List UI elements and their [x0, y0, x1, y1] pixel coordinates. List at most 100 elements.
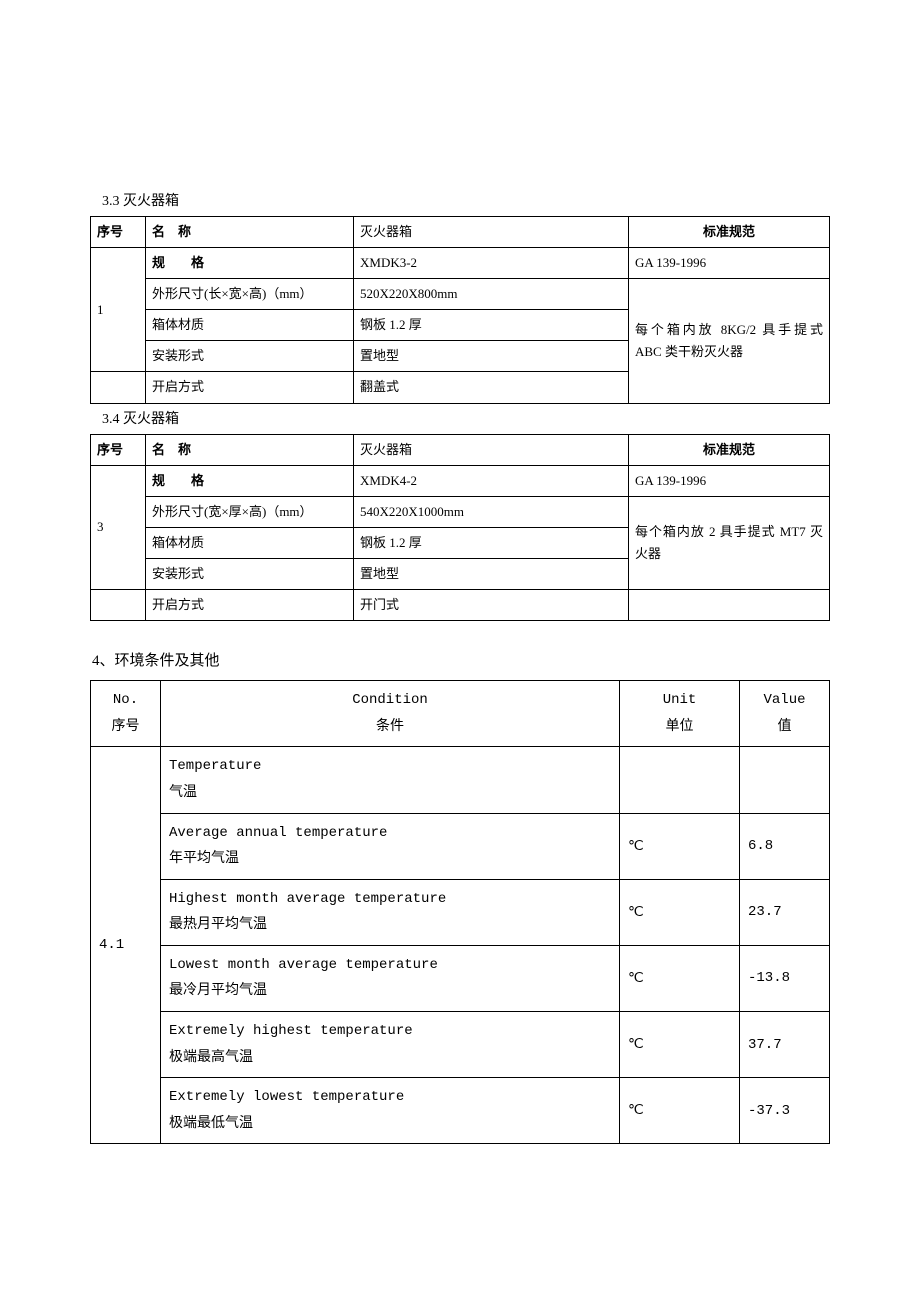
table-row: Extremely highest temperature 极端最高气温 ℃ 3…	[91, 1012, 830, 1078]
header-std: 标准规范	[629, 217, 830, 248]
env-header-cond-en: Condition	[169, 687, 611, 714]
spec-table-3-3: 序号 名 称 灭火器箱 标准规范 1 规 格 XMDK3-2 GA 139-19…	[90, 216, 830, 404]
env-value: -37.3	[740, 1078, 830, 1144]
env-cond-en: Average annual temperature	[169, 820, 611, 847]
env-value	[740, 747, 830, 813]
env-unit	[620, 747, 740, 813]
env-cond-cn: 年平均气温	[169, 846, 611, 873]
spec-value: XMDK3-2	[354, 248, 629, 279]
env-cond: Highest month average temperature 最热月平均气…	[161, 879, 620, 945]
table-row: 4.1 Temperature 气温	[91, 747, 830, 813]
table-row: 外形尺寸(长×宽×高)（mm） 520X220X800mm 每个箱内放 8KG/…	[91, 279, 830, 310]
env-unit: ℃	[620, 813, 740, 879]
table-row: 3 规 格 XMDK4-2 GA 139-1996	[91, 465, 830, 496]
header-name: 名 称	[146, 217, 354, 248]
env-cond: Average annual temperature 年平均气温	[161, 813, 620, 879]
env-cond-en: Highest month average temperature	[169, 886, 611, 913]
empty-cell	[629, 590, 830, 621]
row-label: 开启方式	[146, 372, 354, 403]
seq-cell: 3	[91, 465, 146, 589]
env-header-unit-en: Unit	[628, 687, 731, 714]
env-header-unit: Unit 单位	[620, 681, 740, 747]
env-header-cond-cn: 条件	[169, 714, 611, 741]
env-group-no: 4.1	[91, 747, 161, 1144]
env-header-cond: Condition 条件	[161, 681, 620, 747]
env-cond-en: Temperature	[169, 753, 611, 780]
section-4-title: 4、环境条件及其他	[92, 649, 830, 670]
table-row: No. 序号 Condition 条件 Unit 单位 Value 值	[91, 681, 830, 747]
env-header-value-cn: 值	[748, 714, 821, 741]
env-unit: ℃	[620, 1012, 740, 1078]
row-label: 开启方式	[146, 590, 354, 621]
env-header-no: No. 序号	[91, 681, 161, 747]
row-label: 箱体材质	[146, 527, 354, 558]
header-seq: 序号	[91, 434, 146, 465]
env-cond-en: Lowest month average temperature	[169, 952, 611, 979]
env-cond-en: Extremely highest temperature	[169, 1018, 611, 1045]
env-cond-cn: 气温	[169, 780, 611, 807]
spec-label: 规 格	[146, 465, 354, 496]
env-unit: ℃	[620, 945, 740, 1011]
header-seq: 序号	[91, 217, 146, 248]
header-std: 标准规范	[629, 434, 830, 465]
table-row: Lowest month average temperature 最冷月平均气温…	[91, 945, 830, 1011]
section-3-3-title: 3.3 灭火器箱	[102, 190, 830, 210]
row-value: 钢板 1.2 厚	[354, 310, 629, 341]
env-value: 37.7	[740, 1012, 830, 1078]
table-row: 序号 名 称 灭火器箱 标准规范	[91, 217, 830, 248]
std-code: GA 139-1996	[629, 465, 830, 496]
header-name: 名 称	[146, 434, 354, 465]
env-value: 23.7	[740, 879, 830, 945]
spec-label: 规 格	[146, 248, 354, 279]
table-row: Highest month average temperature 最热月平均气…	[91, 879, 830, 945]
row-value: 翻盖式	[354, 372, 629, 403]
env-cond-cn: 极端最高气温	[169, 1045, 611, 1072]
row-value: 置地型	[354, 341, 629, 372]
env-cond: Temperature 气温	[161, 747, 620, 813]
header-value: 灭火器箱	[354, 217, 629, 248]
table-row: 1 规 格 XMDK3-2 GA 139-1996	[91, 248, 830, 279]
table-row: 序号 名 称 灭火器箱 标准规范	[91, 434, 830, 465]
row-value: 钢板 1.2 厚	[354, 527, 629, 558]
env-cond-cn: 最热月平均气温	[169, 912, 611, 939]
row-value: 开门式	[354, 590, 629, 621]
table-row: 外形尺寸(宽×厚×高)（mm） 540X220X1000mm 每个箱内放 2 具…	[91, 496, 830, 527]
row-value: 置地型	[354, 558, 629, 589]
env-header-value-en: Value	[748, 687, 821, 714]
empty-cell	[91, 590, 146, 621]
table-row: Extremely lowest temperature 极端最低气温 ℃ -3…	[91, 1078, 830, 1144]
env-header-no-en: No.	[99, 687, 152, 714]
row-label: 安装形式	[146, 558, 354, 589]
env-unit: ℃	[620, 879, 740, 945]
table-row: 开启方式 开门式	[91, 590, 830, 621]
env-header-value: Value 值	[740, 681, 830, 747]
env-header-no-cn: 序号	[99, 714, 152, 741]
env-cond-cn: 极端最低气温	[169, 1111, 611, 1138]
empty-cell	[91, 372, 146, 403]
row-label: 外形尺寸(宽×厚×高)（mm）	[146, 496, 354, 527]
env-cond-en: Extremely lowest temperature	[169, 1084, 611, 1111]
env-cond: Extremely highest temperature 极端最高气温	[161, 1012, 620, 1078]
env-cond: Extremely lowest temperature 极端最低气温	[161, 1078, 620, 1144]
env-table: No. 序号 Condition 条件 Unit 单位 Value 值 4.1	[90, 680, 830, 1144]
env-cond: Lowest month average temperature 最冷月平均气温	[161, 945, 620, 1011]
note-cell: 每个箱内放 8KG/2 具手提式 ABC 类干粉灭火器	[629, 279, 830, 403]
env-header-unit-cn: 单位	[628, 714, 731, 741]
env-value: 6.8	[740, 813, 830, 879]
env-cond-cn: 最冷月平均气温	[169, 978, 611, 1005]
section-3-4-title: 3.4 灭火器箱	[102, 408, 830, 428]
row-label: 箱体材质	[146, 310, 354, 341]
table-row: Average annual temperature 年平均气温 ℃ 6.8	[91, 813, 830, 879]
note-cell: 每个箱内放 2 具手提式 MT7 灭火器	[629, 496, 830, 589]
env-value: -13.8	[740, 945, 830, 1011]
seq-cell: 1	[91, 248, 146, 372]
spec-table-3-4: 序号 名 称 灭火器箱 标准规范 3 规 格 XMDK4-2 GA 139-19…	[90, 434, 830, 622]
spec-value: XMDK4-2	[354, 465, 629, 496]
std-code: GA 139-1996	[629, 248, 830, 279]
row-label: 外形尺寸(长×宽×高)（mm）	[146, 279, 354, 310]
row-label: 安装形式	[146, 341, 354, 372]
env-unit: ℃	[620, 1078, 740, 1144]
row-value: 520X220X800mm	[354, 279, 629, 310]
header-value: 灭火器箱	[354, 434, 629, 465]
row-value: 540X220X1000mm	[354, 496, 629, 527]
